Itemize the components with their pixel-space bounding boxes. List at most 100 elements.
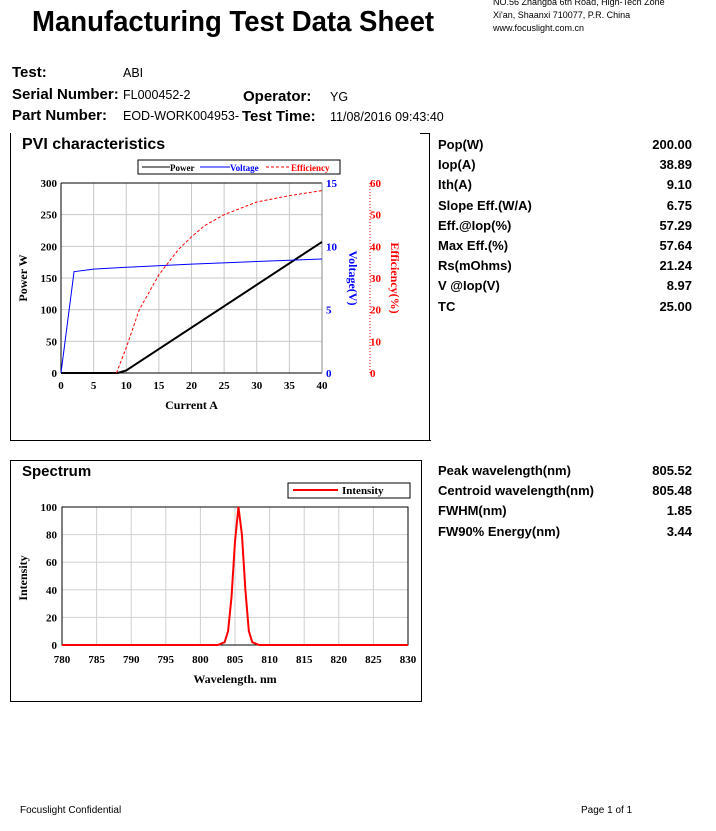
x-tick-label: 5 <box>91 380 97 392</box>
y2-tick-label: 10 <box>326 241 338 253</box>
series-power <box>61 241 323 374</box>
pvi-panel <box>10 133 431 441</box>
operator-value: YG <box>330 90 349 104</box>
x-tick-label: 830 <box>400 654 417 666</box>
y-tick-label: 100 <box>41 502 58 514</box>
y-tick-label: 20 <box>46 612 58 624</box>
company-address: NO.56 Zhangba 6th Road, High-Tech Zone X… <box>493 0 665 35</box>
param-value: 8.97 <box>666 278 692 294</box>
param-value: 805.52 <box>652 463 692 478</box>
legend-efficiency: Efficiency <box>291 163 330 173</box>
legend-intensity: Intensity <box>342 485 384 497</box>
page-title: Manufacturing Test Data Sheet <box>32 6 435 38</box>
test-value: ABI <box>123 66 144 80</box>
test-label: Test: <box>12 64 47 81</box>
y-tick-label: 0 <box>52 640 58 652</box>
x-tick-label: 15 <box>153 380 165 392</box>
param-label: Ith(A) <box>438 177 472 193</box>
y3-tick-label: 0 <box>370 368 376 380</box>
param-label: Max Eff.(%) <box>438 238 509 253</box>
param-value: 805.48 <box>652 483 692 499</box>
y2-tick-label: 0 <box>326 368 332 380</box>
x-tick-label: 810 <box>261 654 278 666</box>
legend <box>137 159 341 175</box>
y-tick-label: 250 <box>41 210 58 222</box>
param-label: Slope Eff.(W/A) <box>438 197 532 213</box>
param-value: 57.29 <box>659 217 692 233</box>
y-tick-label: 200 <box>41 241 58 253</box>
series-efficiency <box>115 190 323 374</box>
param-label: FW90% Energy(nm) <box>438 523 561 539</box>
serial-label: Serial Number: <box>12 86 119 103</box>
x-tick-label: 10 <box>121 380 133 392</box>
param-value: 200.00 <box>652 137 692 152</box>
x-tick-label: 795 <box>158 654 175 666</box>
x-tick-label: 785 <box>88 654 105 666</box>
legend-voltage: Voltage <box>230 163 259 173</box>
y3-tick-label: 40 <box>370 241 382 253</box>
y-tick-label: 300 <box>41 178 58 190</box>
x-tick-label: 780 <box>54 654 71 666</box>
y-axis-label: Power W <box>16 254 30 301</box>
param-label: V @Iop(V) <box>438 278 500 294</box>
param-label: FWHM(nm) <box>438 503 507 519</box>
plot-frame <box>61 506 409 646</box>
param-label: Rs(mOhms) <box>438 258 512 274</box>
param-value: 6.75 <box>666 197 692 213</box>
part-value: EOD-WORK004953- <box>123 109 240 123</box>
y3-axis-label: Efficiency(%) <box>388 242 402 313</box>
footer-page: Page 1 of 1 <box>581 805 633 816</box>
param-label: TC <box>438 298 456 314</box>
param-value: 57.64 <box>659 238 692 253</box>
param-label: Pop(W) <box>438 137 484 152</box>
y3-tick-label: 30 <box>370 273 382 285</box>
time-label: Test Time: <box>242 108 316 125</box>
part-label: Part Number: <box>12 107 108 124</box>
y-tick-label: 40 <box>46 585 58 597</box>
x-axis-label: Current A <box>165 398 218 412</box>
param-label: Centroid wavelength(nm) <box>438 483 595 499</box>
series-voltage <box>60 258 323 374</box>
x-tick-label: 40 <box>317 380 329 392</box>
x-tick-label: 820 <box>331 654 348 666</box>
y2-axis-label: Voltage(V) <box>346 251 360 306</box>
y3-tick-label: 50 <box>370 210 382 222</box>
param-value: 1.85 <box>666 503 692 519</box>
x-tick-label: 805 <box>227 654 244 666</box>
footer-confidential: Focuslight Confidential <box>20 805 122 816</box>
y-tick-label: 150 <box>41 273 58 285</box>
series-intensity <box>62 506 408 646</box>
x-tick-label: 25 <box>219 380 231 392</box>
param-value: 21.24 <box>659 258 692 274</box>
legend <box>287 482 411 499</box>
pvi-title: PVI characteristics <box>22 136 166 153</box>
x-tick-label: 20 <box>186 380 198 392</box>
spectrum-panel <box>10 460 422 702</box>
y-tick-label: 100 <box>41 305 58 317</box>
y3-tick-label: 10 <box>370 336 382 348</box>
param-label: Eff.@Iop(%) <box>438 217 512 233</box>
x-tick-label: 815 <box>296 654 313 666</box>
address-line: Xi'an, Shaanxi 710077, P.R. China <box>493 10 631 20</box>
time-value: 11/08/2016 09:43:40 <box>330 110 444 124</box>
y2-tick-label: 5 <box>326 305 332 317</box>
param-value: 38.89 <box>659 157 692 173</box>
x-tick-label: 825 <box>365 654 382 666</box>
y-tick-label: 50 <box>46 336 58 348</box>
x-axis-label: Wavelength. nm <box>193 672 276 686</box>
x-tick-label: 30 <box>251 380 263 392</box>
y3-tick-label: 60 <box>370 178 382 190</box>
param-value: 3.44 <box>666 523 692 539</box>
y2-tick-label: 15 <box>326 178 338 190</box>
x-tick-label: 35 <box>284 380 296 392</box>
param-value: 25.00 <box>659 298 692 314</box>
operator-label: Operator: <box>243 88 312 105</box>
param-label: Iop(A) <box>438 157 476 173</box>
x-tick-label: 800 <box>192 654 209 666</box>
legend-power: Power <box>170 163 195 173</box>
param-label: Peak wavelength(nm) <box>438 463 571 478</box>
x-tick-label: 0 <box>58 380 64 392</box>
address-line: NO.56 Zhangba 6th Road, High-Tech Zone <box>493 0 665 7</box>
y-tick-label: 80 <box>46 530 58 542</box>
